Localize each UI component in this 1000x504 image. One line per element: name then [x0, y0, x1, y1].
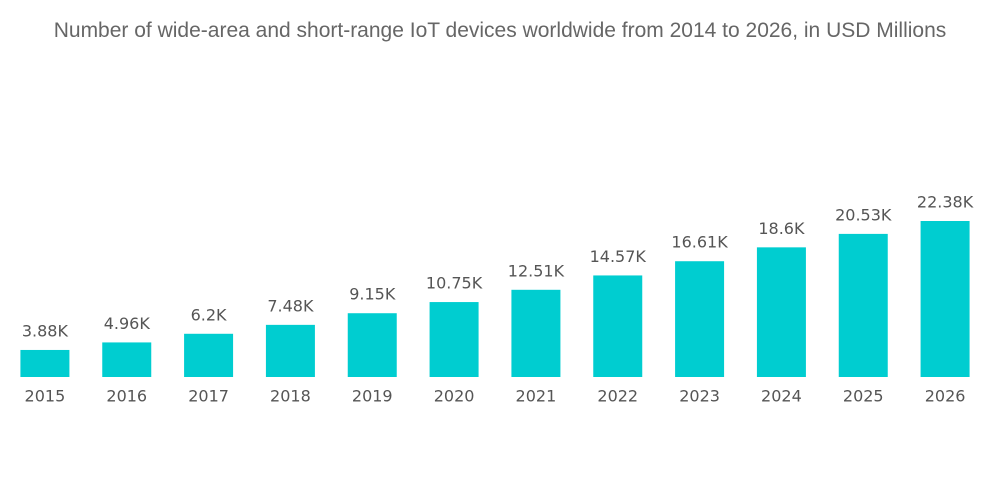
value-label: 10.75K: [426, 274, 483, 293]
bar: [265, 324, 315, 377]
value-label: 3.88K: [22, 321, 69, 340]
bar: [184, 333, 234, 377]
value-label: 7.48K: [267, 296, 314, 315]
value-label: 12.51K: [508, 261, 565, 280]
bar: [511, 289, 561, 377]
x-tick-label: 2021: [516, 387, 557, 406]
bar: [675, 261, 725, 377]
bar: [920, 221, 970, 377]
value-label: 16.61K: [671, 233, 728, 252]
x-tick-label: 2019: [352, 387, 393, 406]
x-tick-label: 2017: [188, 387, 229, 406]
chart-title: Number of wide-area and short-range IoT …: [53, 19, 947, 42]
bar: [20, 349, 70, 377]
value-label: 14.57K: [590, 247, 647, 266]
x-tick-label: 2026: [925, 387, 966, 406]
x-tick-label: 2025: [843, 387, 884, 406]
value-label: 20.53K: [835, 205, 892, 224]
bar: [593, 275, 643, 377]
x-tick-label: 2018: [270, 387, 311, 406]
x-tick-label: 2016: [106, 387, 147, 406]
bar: [838, 233, 888, 377]
value-label: 9.15K: [349, 285, 396, 304]
value-label: 6.2K: [191, 305, 227, 324]
value-label: 4.96K: [104, 314, 151, 333]
x-tick-label: 2020: [434, 387, 475, 406]
bar: [347, 313, 397, 377]
x-tick-label: 2023: [679, 387, 720, 406]
x-tick-label: 2022: [597, 387, 638, 406]
bar: [102, 342, 152, 377]
x-tick-label: 2024: [761, 387, 802, 406]
value-label: 22.38K: [917, 193, 974, 212]
bar: [756, 247, 806, 377]
x-tick-label: 2015: [25, 387, 66, 406]
bar: [429, 302, 479, 377]
value-label: 18.6K: [758, 219, 805, 238]
